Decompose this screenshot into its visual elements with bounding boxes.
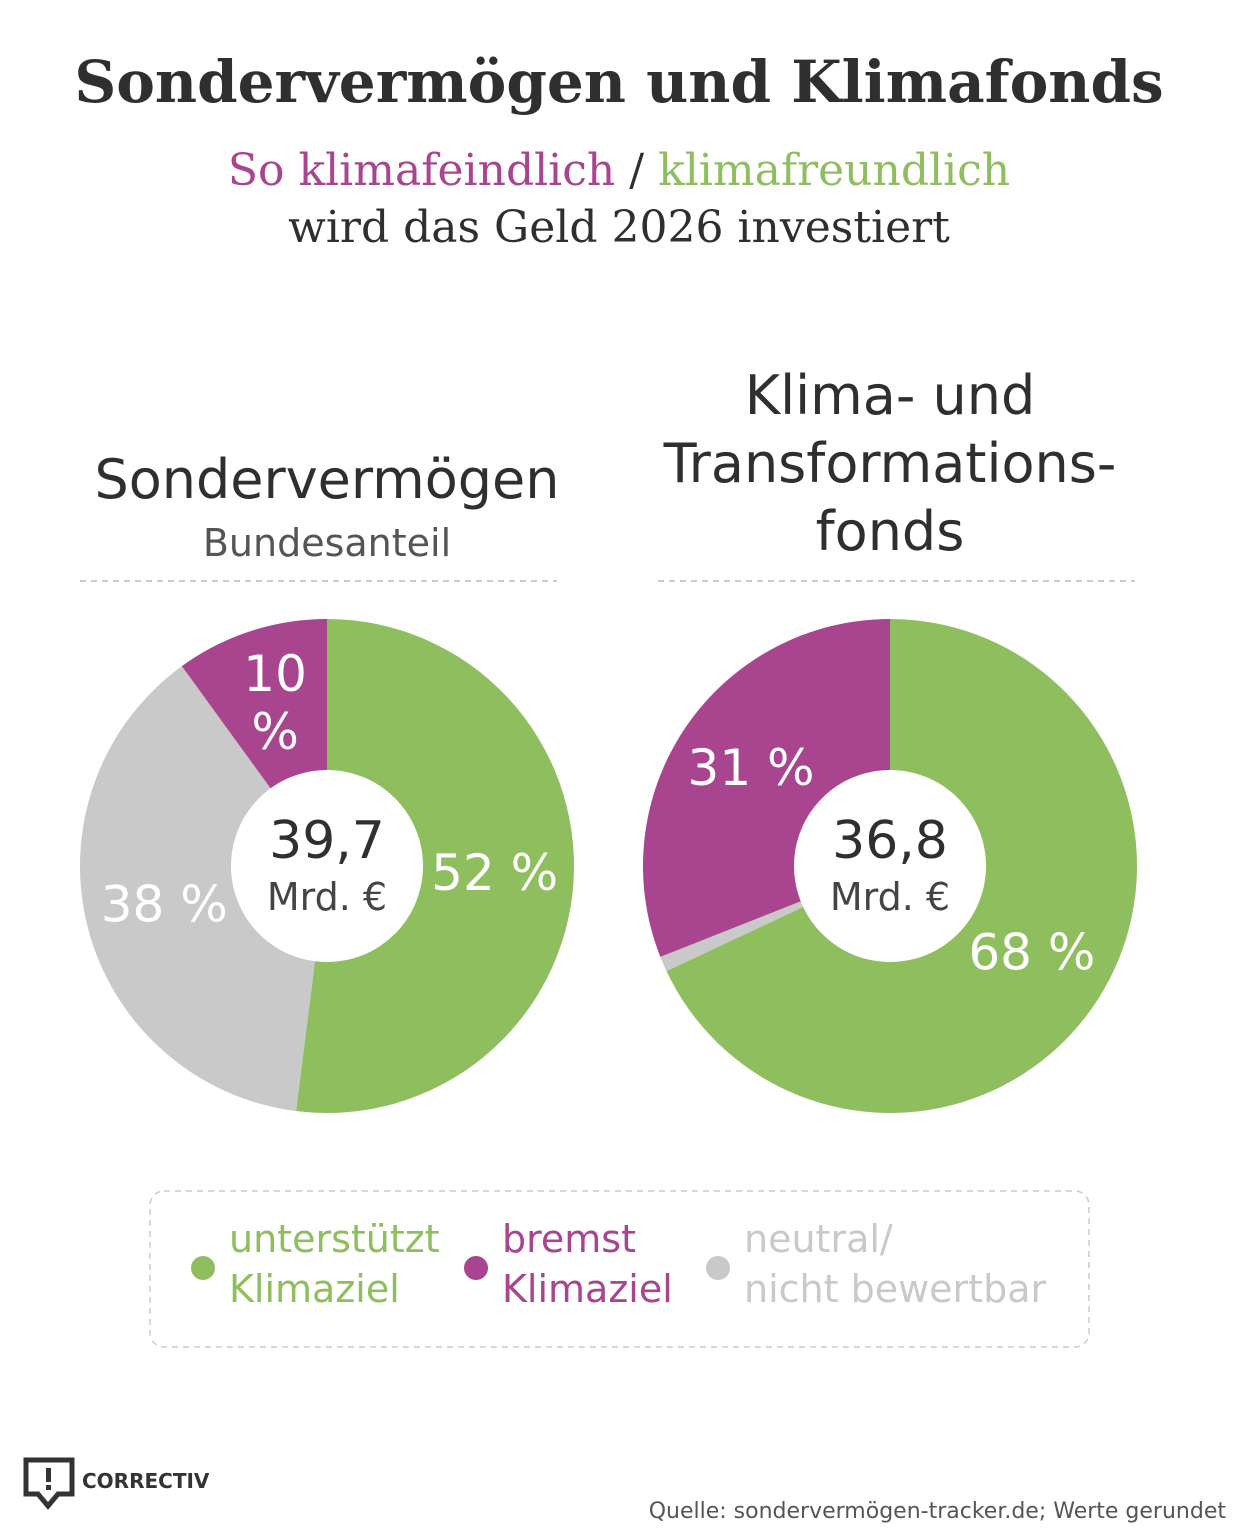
chart-title: fonds: [816, 500, 965, 563]
value-label-line: %: [251, 703, 299, 761]
legend-label: bremst: [502, 1217, 636, 1261]
value-label: 31 %: [688, 739, 815, 797]
logo-bubble: [23, 1457, 75, 1510]
value-label: 68 %: [968, 924, 1095, 982]
donut-hole: [231, 770, 423, 962]
chart-title: Sondervermögen: [94, 448, 559, 511]
legend-box: [149, 1190, 1090, 1348]
brand: CORRECTIV: [82, 1469, 210, 1493]
subtitle-negative: So klimafeindlich: [228, 145, 615, 196]
logo-mark: [46, 1468, 51, 1482]
value-label-line: 10: [243, 645, 307, 703]
chart-subtitle: Bundesanteil: [203, 521, 451, 565]
legend-label: unterstützt: [229, 1217, 440, 1261]
legend-label: nicht bewertbar: [744, 1267, 1046, 1311]
total-value: 39,7: [269, 811, 385, 871]
total-unit: Mrd. €: [830, 875, 950, 919]
total-unit: Mrd. €: [267, 875, 387, 919]
logo-mark: [46, 1485, 51, 1490]
legend-swatch: [464, 1256, 488, 1280]
legend-label: neutral/: [744, 1217, 893, 1261]
subtitle-rest: wird das Geld 2026 investiert: [288, 202, 950, 253]
subtitle-separator: /: [629, 145, 644, 196]
donut-slice: [79, 666, 327, 1112]
legend-label: Klimaziel: [502, 1267, 673, 1311]
title: Sondervermögen und Klimafonds: [74, 48, 1163, 116]
donut-hole: [794, 770, 986, 962]
chart-title: Transformations-: [663, 432, 1117, 495]
value-label: 10%: [243, 645, 307, 761]
value-label: 38 %: [101, 875, 228, 933]
logo-icon: [23, 1457, 75, 1510]
value-label: 52 %: [431, 844, 558, 902]
legend-swatch: [706, 1256, 730, 1280]
subtitle-positive: klimafreundlich: [658, 145, 1010, 196]
legend-label: Klimaziel: [229, 1267, 400, 1311]
chart-title: Klima- und: [745, 364, 1036, 427]
total-value: 36,8: [832, 811, 948, 871]
subtitle-line: So klimafeindlich / klimafreundlich: [228, 145, 1010, 196]
donut-slice: [296, 619, 574, 1113]
legend-swatch: [191, 1256, 215, 1280]
source: Quelle: sondervermögen-tracker.de; Werte…: [649, 1499, 1227, 1524]
